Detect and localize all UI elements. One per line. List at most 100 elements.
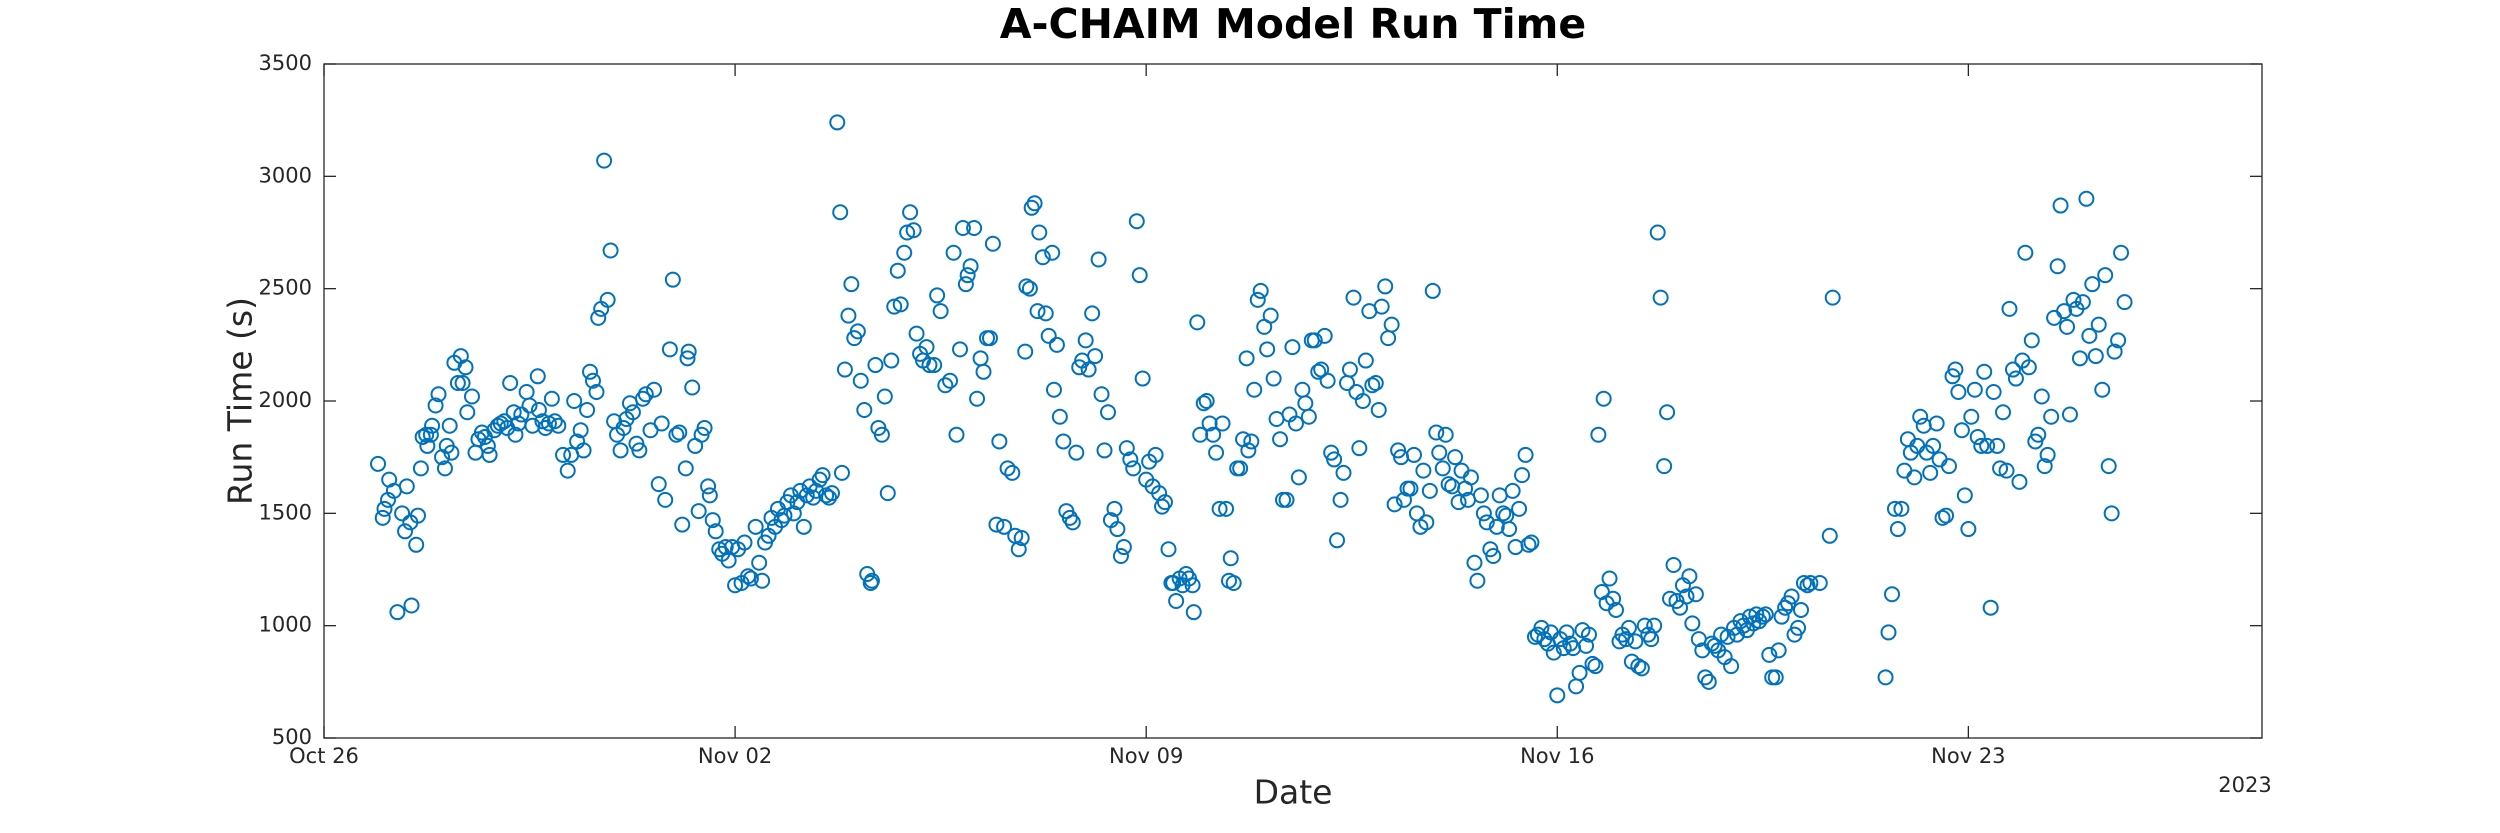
point — [1326, 451, 1343, 468]
point — [867, 357, 884, 374]
point — [740, 568, 757, 585]
point — [550, 417, 567, 434]
point — [602, 242, 619, 259]
point — [1447, 449, 1464, 466]
point — [1122, 451, 1139, 468]
y-tick-label: 3500 — [259, 51, 312, 75]
point — [677, 460, 694, 477]
point — [1319, 372, 1336, 389]
point — [2049, 258, 2066, 275]
point — [1013, 530, 1030, 547]
point — [1316, 327, 1333, 344]
point — [1877, 669, 1894, 686]
point — [441, 417, 458, 434]
point — [852, 372, 869, 389]
point — [555, 446, 572, 463]
point — [2030, 426, 2047, 443]
point — [1434, 460, 1451, 477]
point — [1462, 469, 1479, 486]
point — [1306, 332, 1323, 349]
point — [1437, 426, 1454, 443]
point — [1367, 375, 1384, 392]
point — [1084, 305, 1101, 322]
point — [1370, 401, 1387, 418]
point — [1195, 395, 1212, 412]
point — [1966, 381, 1983, 398]
point — [599, 291, 616, 308]
point — [1649, 224, 1666, 241]
point — [419, 437, 436, 454]
point — [1578, 637, 1595, 654]
point — [1044, 244, 1061, 261]
point — [1031, 224, 1048, 241]
point — [1947, 361, 1964, 378]
point — [1985, 384, 2002, 401]
point — [521, 397, 538, 414]
point — [2033, 388, 2050, 405]
point — [422, 426, 439, 443]
point — [1912, 408, 1929, 425]
point — [588, 384, 605, 401]
point — [2113, 244, 2130, 261]
point — [674, 516, 691, 533]
point — [575, 442, 592, 459]
point — [2004, 361, 2021, 378]
point — [1218, 500, 1235, 517]
point — [1678, 588, 1695, 605]
point — [962, 258, 979, 275]
point — [1754, 608, 1771, 625]
y-tick-label: 3000 — [259, 163, 312, 187]
point — [680, 343, 697, 360]
point — [1514, 467, 1531, 484]
point — [929, 287, 946, 304]
point — [1665, 557, 1682, 574]
point — [981, 330, 998, 347]
point — [1118, 440, 1135, 457]
point — [1017, 343, 1034, 360]
point — [559, 462, 576, 479]
point — [513, 406, 530, 423]
point — [530, 401, 547, 418]
point — [412, 460, 429, 477]
x-tick-label: Nov 02 — [698, 744, 772, 768]
point — [1973, 437, 1990, 454]
point — [1533, 619, 1550, 636]
point — [1106, 500, 1123, 517]
point — [795, 518, 812, 535]
point — [1558, 624, 1575, 641]
point — [671, 424, 688, 441]
point — [376, 500, 393, 517]
point — [2061, 406, 2078, 423]
point — [1026, 195, 1043, 212]
point — [1700, 673, 1717, 690]
point — [1545, 644, 1562, 661]
point — [1646, 617, 1663, 634]
year-annotation: 2023 — [2218, 773, 2271, 797]
point — [463, 388, 480, 405]
point — [975, 363, 992, 380]
point — [873, 426, 890, 443]
point — [1131, 267, 1148, 284]
point — [1051, 408, 1068, 425]
point — [631, 442, 648, 459]
point — [1979, 437, 1996, 454]
point — [1884, 586, 1901, 603]
point — [408, 536, 425, 553]
point — [615, 419, 632, 436]
point — [945, 244, 962, 261]
point — [832, 204, 849, 221]
point — [1792, 601, 1809, 618]
point — [579, 401, 596, 418]
point — [1620, 619, 1637, 636]
point — [1960, 521, 1977, 538]
y-axis-label: Run Time (s) — [221, 297, 260, 505]
point — [398, 478, 415, 495]
point — [1998, 462, 2015, 479]
point — [1475, 505, 1492, 522]
point — [1906, 469, 1923, 486]
y-tick-label: 500 — [272, 725, 312, 749]
point — [427, 397, 444, 414]
point — [449, 375, 466, 392]
point — [1383, 316, 1400, 333]
point — [397, 523, 414, 540]
